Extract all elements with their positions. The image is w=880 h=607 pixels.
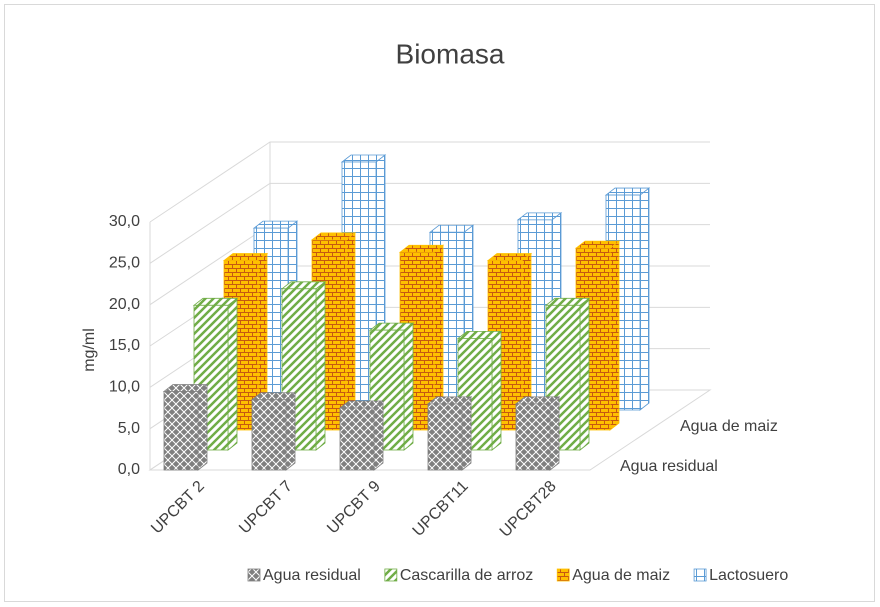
legend-label: Agua residual [263, 567, 361, 584]
bar-front [515, 403, 551, 471]
bar-front [163, 391, 199, 471]
y-tick-label: 25,0 [109, 255, 140, 272]
legend-label: Lactosuero [709, 567, 788, 584]
bar-side [285, 391, 296, 471]
bar [426, 396, 473, 471]
legend-marker [247, 568, 261, 582]
bar-side [373, 400, 384, 471]
bar-side [639, 187, 650, 411]
bar-side [345, 232, 356, 431]
bar-side [549, 396, 560, 471]
legend-marker [384, 568, 398, 582]
bar [162, 383, 209, 471]
bar-side [227, 297, 238, 451]
bar [514, 396, 561, 471]
chart-title: Biomasa [396, 38, 505, 69]
y-tick-label: 5,0 [118, 420, 140, 437]
bar-side [197, 383, 208, 471]
y-tick-label: 15,0 [109, 337, 140, 354]
y-tick-label: 10,0 [109, 379, 140, 396]
bar-front [427, 403, 463, 471]
y-tick-label: 20,0 [109, 296, 140, 313]
depth-label: Agua de maiz [680, 418, 778, 435]
bar-front [251, 399, 287, 471]
legend-label: Agua de maiz [572, 567, 670, 584]
y-tick-label: 0,0 [118, 461, 140, 478]
bar-side [461, 396, 472, 471]
bar [250, 391, 297, 471]
depth-label: Agua residual [620, 458, 718, 475]
legend-label: Cascarilla de arroz [400, 567, 533, 584]
bar-side [491, 330, 502, 451]
bar-front [339, 407, 375, 471]
bar [338, 400, 385, 471]
bar [368, 322, 415, 451]
legend-marker [693, 568, 707, 582]
legend-marker [556, 568, 570, 582]
y-tick-label: 30,0 [109, 213, 140, 230]
bar-side [579, 297, 590, 451]
bar-side [315, 280, 326, 451]
y-axis-label: mg/ml [81, 328, 98, 372]
bar-side [403, 322, 414, 451]
bar-side [609, 240, 620, 431]
